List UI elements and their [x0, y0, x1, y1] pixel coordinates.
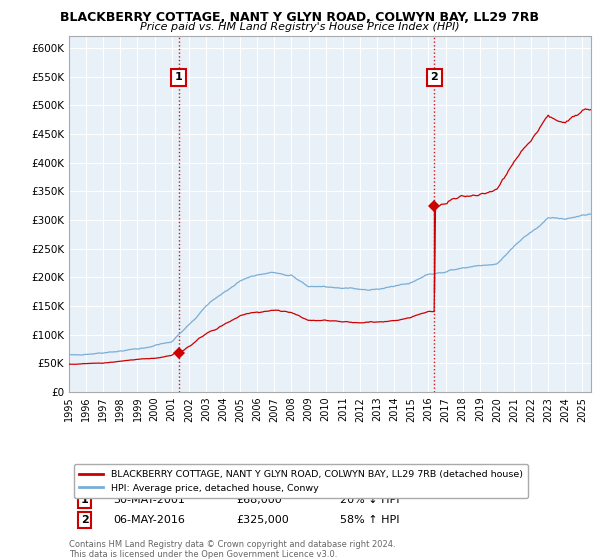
Text: 2: 2: [81, 515, 89, 525]
Text: 58% ↑ HPI: 58% ↑ HPI: [340, 515, 400, 525]
Text: Price paid vs. HM Land Registry's House Price Index (HPI): Price paid vs. HM Land Registry's House …: [140, 22, 460, 32]
Legend: BLACKBERRY COTTAGE, NANT Y GLYN ROAD, COLWYN BAY, LL29 7RB (detached house), HPI: BLACKBERRY COTTAGE, NANT Y GLYN ROAD, CO…: [74, 464, 528, 498]
Text: £68,000: £68,000: [236, 496, 282, 506]
Text: 2: 2: [431, 72, 438, 82]
Text: Contains HM Land Registry data © Crown copyright and database right 2024.
This d: Contains HM Land Registry data © Crown c…: [69, 540, 395, 559]
Text: 1: 1: [175, 72, 182, 82]
Text: £325,000: £325,000: [236, 515, 289, 525]
Text: 30-MAY-2001: 30-MAY-2001: [113, 496, 185, 506]
Text: 20% ↓ HPI: 20% ↓ HPI: [340, 496, 400, 506]
Text: BLACKBERRY COTTAGE, NANT Y GLYN ROAD, COLWYN BAY, LL29 7RB: BLACKBERRY COTTAGE, NANT Y GLYN ROAD, CO…: [61, 11, 539, 24]
Text: 1: 1: [81, 496, 89, 506]
Text: 06-MAY-2016: 06-MAY-2016: [113, 515, 185, 525]
